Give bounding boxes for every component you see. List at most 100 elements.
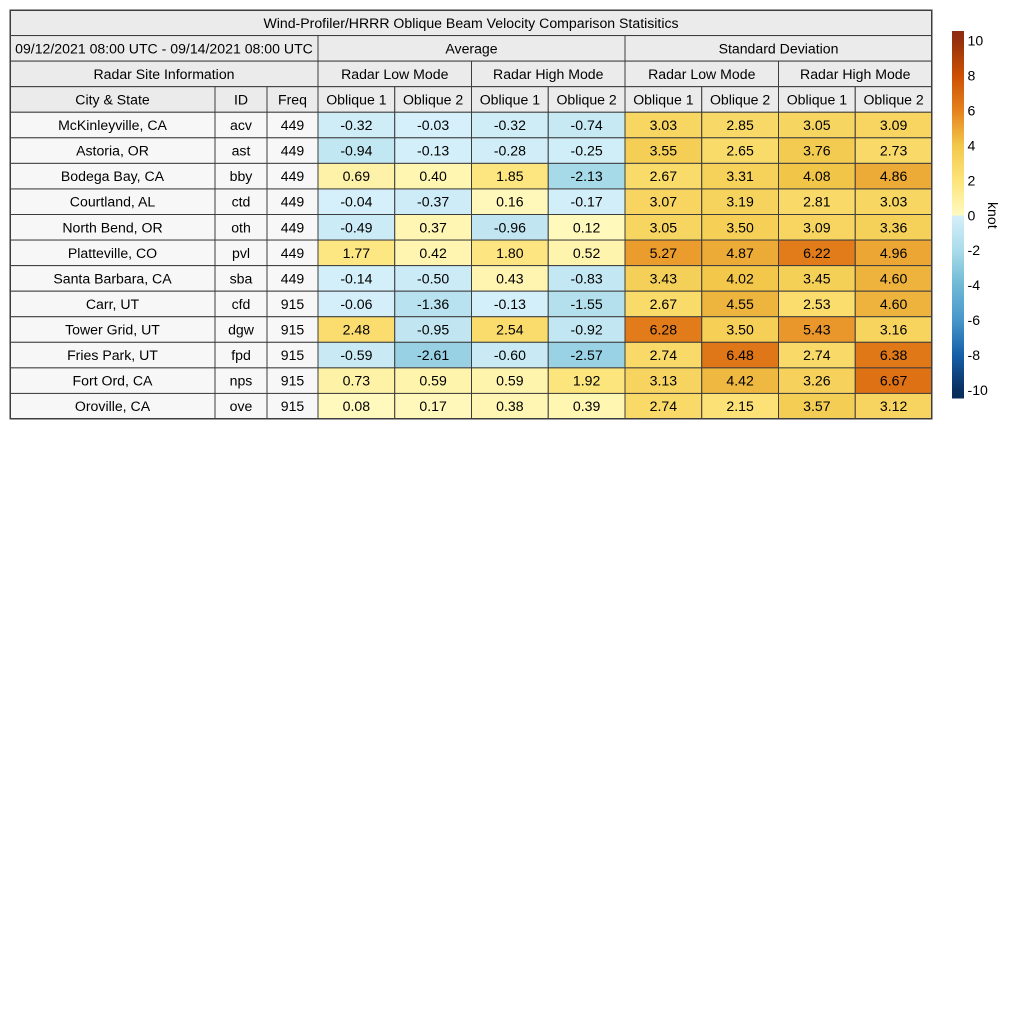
svg-text:Oblique 1: Oblique 1 bbox=[787, 91, 847, 107]
svg-text:2.65: 2.65 bbox=[726, 143, 754, 159]
svg-text:Oblique 1: Oblique 1 bbox=[633, 91, 693, 107]
svg-text:0.73: 0.73 bbox=[343, 373, 371, 389]
svg-text:3.05: 3.05 bbox=[803, 117, 831, 133]
svg-text:449: 449 bbox=[281, 194, 305, 210]
svg-text:-0.32: -0.32 bbox=[340, 117, 372, 133]
svg-text:-4: -4 bbox=[968, 277, 981, 293]
svg-text:6.48: 6.48 bbox=[726, 347, 754, 363]
svg-text:3.07: 3.07 bbox=[650, 194, 678, 210]
svg-text:acv: acv bbox=[230, 117, 252, 133]
svg-text:449: 449 bbox=[281, 143, 305, 159]
svg-text:449: 449 bbox=[281, 219, 305, 235]
svg-text:3.03: 3.03 bbox=[880, 194, 908, 210]
svg-text:3.03: 3.03 bbox=[650, 117, 678, 133]
svg-text:-1.55: -1.55 bbox=[571, 296, 603, 312]
svg-text:915: 915 bbox=[281, 373, 305, 389]
svg-text:dgw: dgw bbox=[228, 322, 255, 338]
svg-text:3.36: 3.36 bbox=[880, 219, 908, 235]
svg-text:-2: -2 bbox=[968, 242, 981, 258]
svg-text:-0.03: -0.03 bbox=[417, 117, 449, 133]
svg-text:Oblique 2: Oblique 2 bbox=[556, 91, 616, 107]
svg-text:-0.17: -0.17 bbox=[571, 194, 603, 210]
svg-text:-0.94: -0.94 bbox=[340, 143, 372, 159]
svg-text:0.16: 0.16 bbox=[496, 194, 524, 210]
svg-text:Radar High Mode: Radar High Mode bbox=[800, 66, 911, 82]
svg-text:3.16: 3.16 bbox=[880, 322, 908, 338]
svg-text:ove: ove bbox=[230, 398, 253, 414]
svg-text:-0.13: -0.13 bbox=[417, 143, 449, 159]
svg-text:Oblique 1: Oblique 1 bbox=[326, 91, 386, 107]
svg-text:3.26: 3.26 bbox=[803, 373, 831, 389]
svg-text:4.60: 4.60 bbox=[880, 270, 908, 286]
svg-text:0.38: 0.38 bbox=[496, 398, 524, 414]
svg-text:3.50: 3.50 bbox=[726, 322, 754, 338]
svg-text:1.92: 1.92 bbox=[573, 373, 601, 389]
svg-text:3.05: 3.05 bbox=[650, 219, 678, 235]
svg-text:4.55: 4.55 bbox=[726, 296, 754, 312]
svg-text:Wind-Profiler/HRRR Oblique Bea: Wind-Profiler/HRRR Oblique Beam Velocity… bbox=[263, 15, 678, 31]
svg-text:-0.92: -0.92 bbox=[571, 322, 603, 338]
svg-text:0.12: 0.12 bbox=[573, 219, 601, 235]
svg-text:Oblique 1: Oblique 1 bbox=[480, 91, 540, 107]
svg-text:-10: -10 bbox=[968, 382, 989, 398]
svg-text:bby: bby bbox=[230, 168, 254, 184]
svg-text:4.96: 4.96 bbox=[880, 245, 908, 261]
svg-text:Radar Low Mode: Radar Low Mode bbox=[648, 66, 755, 82]
svg-text:449: 449 bbox=[281, 168, 305, 184]
svg-text:-0.32: -0.32 bbox=[494, 117, 526, 133]
svg-text:-0.95: -0.95 bbox=[417, 322, 449, 338]
svg-text:3.55: 3.55 bbox=[650, 143, 678, 159]
svg-text:Tower Grid, UT: Tower Grid, UT bbox=[65, 322, 160, 338]
svg-text:nps: nps bbox=[230, 373, 253, 389]
svg-text:Standard Deviation: Standard Deviation bbox=[719, 40, 839, 56]
svg-text:3.50: 3.50 bbox=[726, 219, 754, 235]
svg-text:09/12/2021 08:00 UTC - 09/14/2: 09/12/2021 08:00 UTC - 09/14/2021 08:00 … bbox=[15, 40, 313, 56]
svg-text:-0.37: -0.37 bbox=[417, 194, 449, 210]
svg-text:-0.50: -0.50 bbox=[417, 270, 449, 286]
svg-text:4.42: 4.42 bbox=[726, 373, 754, 389]
svg-text:ID: ID bbox=[234, 91, 248, 107]
svg-text:0.59: 0.59 bbox=[419, 373, 447, 389]
svg-text:1.85: 1.85 bbox=[496, 168, 524, 184]
svg-text:-0.96: -0.96 bbox=[494, 219, 526, 235]
svg-text:2: 2 bbox=[968, 172, 976, 188]
svg-text:-0.14: -0.14 bbox=[340, 270, 372, 286]
svg-text:City & State: City & State bbox=[75, 91, 150, 107]
svg-text:3.13: 3.13 bbox=[650, 373, 678, 389]
svg-text:2.67: 2.67 bbox=[650, 296, 678, 312]
svg-text:-0.74: -0.74 bbox=[571, 117, 603, 133]
svg-text:4.86: 4.86 bbox=[880, 168, 908, 184]
svg-text:Radar High Mode: Radar High Mode bbox=[493, 66, 604, 82]
svg-text:Fort Ord, CA: Fort Ord, CA bbox=[73, 373, 153, 389]
svg-text:Courtland, AL: Courtland, AL bbox=[70, 194, 156, 210]
svg-text:ctd: ctd bbox=[232, 194, 251, 210]
svg-text:10: 10 bbox=[968, 33, 984, 49]
svg-text:0.42: 0.42 bbox=[419, 245, 447, 261]
svg-text:Radar Low Mode: Radar Low Mode bbox=[341, 66, 448, 82]
svg-text:Freq: Freq bbox=[278, 91, 307, 107]
svg-text:1.80: 1.80 bbox=[496, 245, 524, 261]
svg-text:6.38: 6.38 bbox=[880, 347, 908, 363]
svg-text:Bodega Bay, CA: Bodega Bay, CA bbox=[61, 168, 165, 184]
svg-text:915: 915 bbox=[281, 398, 305, 414]
svg-text:North Bend, OR: North Bend, OR bbox=[62, 219, 162, 235]
svg-text:sba: sba bbox=[230, 270, 253, 286]
svg-text:0.37: 0.37 bbox=[419, 219, 447, 235]
svg-text:3.43: 3.43 bbox=[650, 270, 678, 286]
svg-text:6: 6 bbox=[968, 103, 976, 119]
svg-text:3.31: 3.31 bbox=[726, 168, 754, 184]
svg-text:5.27: 5.27 bbox=[650, 245, 678, 261]
svg-text:Oroville, CA: Oroville, CA bbox=[75, 398, 151, 414]
svg-text:pvl: pvl bbox=[232, 245, 250, 261]
svg-text:-0.59: -0.59 bbox=[340, 347, 372, 363]
svg-text:6.28: 6.28 bbox=[650, 322, 678, 338]
svg-text:Average: Average bbox=[445, 40, 497, 56]
svg-text:915: 915 bbox=[281, 322, 305, 338]
svg-text:3.09: 3.09 bbox=[803, 219, 831, 235]
svg-text:2.81: 2.81 bbox=[803, 194, 831, 210]
svg-text:3.57: 3.57 bbox=[803, 398, 831, 414]
svg-text:-0.49: -0.49 bbox=[340, 219, 372, 235]
svg-text:2.48: 2.48 bbox=[343, 322, 371, 338]
svg-text:915: 915 bbox=[281, 347, 305, 363]
svg-text:-1.36: -1.36 bbox=[417, 296, 449, 312]
